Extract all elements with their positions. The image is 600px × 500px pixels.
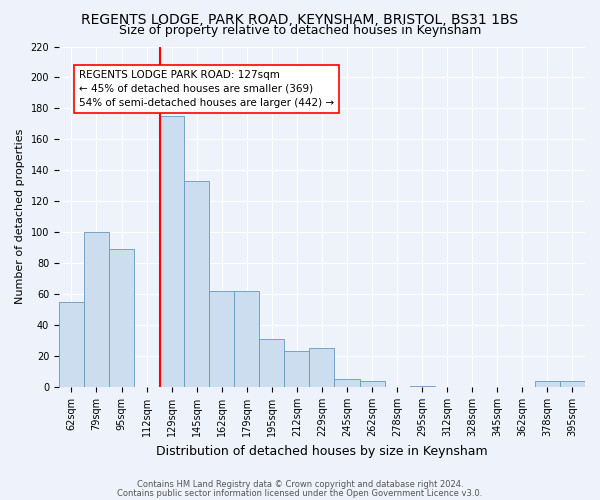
Bar	[234, 291, 259, 387]
Bar	[560, 381, 585, 387]
Y-axis label: Number of detached properties: Number of detached properties	[15, 129, 25, 304]
X-axis label: Distribution of detached houses by size in Keynsham: Distribution of detached houses by size …	[156, 444, 488, 458]
Bar	[259, 339, 284, 387]
Bar	[109, 250, 134, 387]
Text: REGENTS LODGE PARK ROAD: 127sqm
← 45% of detached houses are smaller (369)
54% o: REGENTS LODGE PARK ROAD: 127sqm ← 45% of…	[79, 70, 334, 108]
Bar	[84, 232, 109, 387]
Bar	[310, 348, 334, 387]
Text: Contains public sector information licensed under the Open Government Licence v3: Contains public sector information licen…	[118, 488, 482, 498]
Bar	[59, 302, 84, 387]
Bar	[359, 381, 385, 387]
Bar	[535, 381, 560, 387]
Bar	[410, 386, 434, 387]
Bar	[159, 116, 184, 387]
Text: Contains HM Land Registry data © Crown copyright and database right 2024.: Contains HM Land Registry data © Crown c…	[137, 480, 463, 489]
Bar	[284, 352, 310, 387]
Text: Size of property relative to detached houses in Keynsham: Size of property relative to detached ho…	[119, 24, 481, 37]
Bar	[334, 380, 359, 387]
Bar	[184, 181, 209, 387]
Text: REGENTS LODGE, PARK ROAD, KEYNSHAM, BRISTOL, BS31 1BS: REGENTS LODGE, PARK ROAD, KEYNSHAM, BRIS…	[82, 12, 518, 26]
Bar	[209, 291, 234, 387]
